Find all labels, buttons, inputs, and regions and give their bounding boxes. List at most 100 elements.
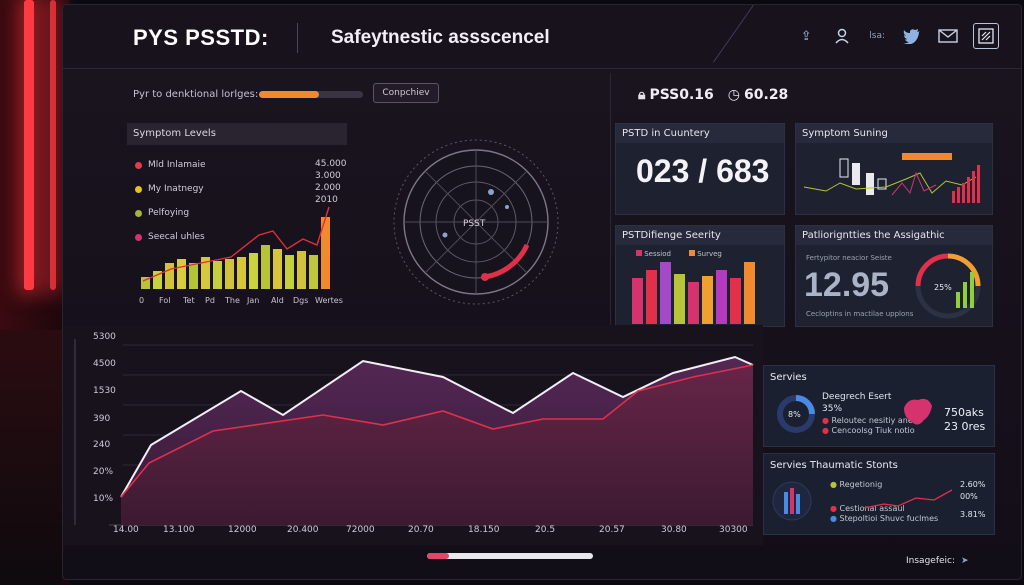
services-percent: 35% bbox=[822, 404, 843, 414]
legend-label: Seecal uhles bbox=[148, 232, 205, 242]
trauma-card[interactable]: Servies Thaumatic Stonts ● Regetionig ● … bbox=[763, 453, 995, 535]
legend-item: Sessiod bbox=[636, 250, 671, 258]
symptom-suning-card[interactable]: Symptom Suning bbox=[795, 123, 993, 215]
lock-icon: 🔒︎ bbox=[638, 87, 646, 103]
bullet-icon: ● bbox=[830, 514, 837, 523]
chart-bar bbox=[189, 263, 198, 289]
chart-candle bbox=[866, 173, 874, 195]
trend-line bbox=[891, 171, 937, 196]
symptom-bar-chart: 0 Fol Tet Pd The Jan Ald Dgs Wertes bbox=[139, 206, 343, 305]
x-tick: 20.5 bbox=[535, 525, 555, 535]
chart-bar bbox=[165, 263, 174, 289]
kpi-value: PSS0.16 bbox=[649, 87, 714, 103]
x-tick: 30.80 bbox=[661, 525, 687, 535]
chart-bar bbox=[744, 262, 755, 324]
severity-card[interactable]: PSTDifienge Seerity Sessiod Surveg bbox=[615, 225, 785, 327]
chart-bar bbox=[716, 270, 727, 324]
radar-marker bbox=[488, 189, 494, 195]
chart-bar bbox=[285, 255, 294, 289]
legend-value: 45.000 bbox=[315, 159, 347, 169]
radar-marker bbox=[481, 273, 489, 281]
x-tick: 12000 bbox=[228, 525, 257, 535]
legend-label: Mld Inlamaie bbox=[148, 160, 206, 170]
x-tick: 72000 bbox=[346, 525, 375, 535]
trauma-value: 3.81% bbox=[960, 510, 986, 519]
chart-candle bbox=[852, 163, 860, 185]
clock-icon: ◷ bbox=[727, 87, 741, 103]
series-line bbox=[120, 364, 754, 498]
card-title: PSTDifienge Seerity bbox=[616, 226, 784, 245]
neon-light bbox=[24, 0, 34, 290]
twitter-icon[interactable] bbox=[901, 25, 923, 47]
services-card[interactable]: Servies 8% Deegrech Esert 35% ● Reloutec… bbox=[763, 365, 995, 447]
progress-fill bbox=[259, 91, 320, 98]
pathology-value: 12.95 bbox=[804, 266, 890, 304]
footer: Insagefeic: ➤ bbox=[906, 556, 969, 566]
trauma-value: 00% bbox=[960, 492, 978, 501]
legend-value: 3.000 bbox=[315, 171, 341, 181]
page-subtitle: Safeytnestic assscencel bbox=[331, 27, 550, 48]
chart-bar bbox=[790, 488, 794, 514]
main-area-chart: 5300 4500 1530 390 240 20% 10% 14.00 13.… bbox=[63, 325, 763, 545]
area-series bbox=[121, 365, 753, 525]
pathology-card[interactable]: Patliorigntties the Assigathic Fertypito… bbox=[795, 225, 993, 327]
trauma-line: ● Regetionig bbox=[830, 480, 882, 489]
radar-ring bbox=[393, 139, 559, 305]
user-icon[interactable] bbox=[831, 25, 853, 47]
legend-item: Pelfoying bbox=[135, 208, 189, 218]
chart-bar bbox=[321, 217, 330, 289]
divider-line bbox=[712, 5, 754, 63]
chart-bar bbox=[141, 277, 150, 289]
progress-label: Pyr to denktional lorlges: bbox=[133, 89, 259, 100]
text-box[interactable]: lsa: bbox=[869, 31, 885, 41]
ambient-glow bbox=[0, 330, 62, 585]
chart-bar bbox=[972, 171, 975, 203]
x-tick: Dgs bbox=[293, 296, 308, 305]
services-line: ● Cencoolsg Tiuk notio bbox=[822, 426, 915, 435]
chart-bar bbox=[261, 245, 270, 289]
trauma-line: ● Cestional assaul bbox=[830, 504, 905, 513]
bullet-icon: ● bbox=[822, 416, 829, 425]
x-tick: 30300 bbox=[719, 525, 748, 535]
scrollbar-thumb[interactable] bbox=[427, 553, 449, 559]
gauge-chart: 25% bbox=[915, 253, 981, 319]
chart-bar bbox=[646, 270, 657, 324]
gauge-arc bbox=[915, 253, 949, 287]
x-tick: Wertes bbox=[315, 296, 343, 305]
legend-label: My Inatnegy bbox=[148, 184, 204, 194]
y-tick: 390 bbox=[93, 414, 110, 424]
chart-bar bbox=[956, 292, 960, 308]
chart-bar bbox=[977, 165, 980, 203]
mail-icon[interactable] bbox=[937, 25, 959, 47]
x-tick: Tet bbox=[182, 296, 195, 305]
bullet-icon: ● bbox=[830, 480, 837, 489]
chart-bar bbox=[153, 271, 162, 289]
toolbar-icons: ⇪ lsa: bbox=[795, 23, 999, 49]
chart-bar bbox=[702, 276, 713, 324]
severity-bar-chart bbox=[632, 262, 755, 324]
top-bar: PYS PSSTD: Safeytnestic assscencel ⇪ lsa… bbox=[63, 5, 1021, 69]
compare-button[interactable]: Conpchiev bbox=[373, 83, 439, 103]
severity-legend: Sessiod Surveg bbox=[636, 250, 722, 258]
x-tick: Pd bbox=[205, 296, 215, 305]
card-title: Patliorigntties the Assigathic bbox=[796, 226, 992, 245]
trauma-label: Cestional assaul bbox=[839, 504, 905, 513]
column-divider bbox=[610, 73, 611, 331]
horizontal-scrollbar[interactable] bbox=[427, 553, 593, 559]
radial-scope: PSST bbox=[393, 139, 559, 305]
donut-segment bbox=[795, 395, 815, 415]
card-title: Servies Thaumatic Stonts bbox=[770, 460, 898, 471]
arrow-icon[interactable]: ➤ bbox=[961, 556, 969, 566]
gauge-arc bbox=[947, 253, 981, 287]
y-tick: 10% bbox=[93, 494, 113, 504]
country-card[interactable]: PSTD in Cuuntery 023 / 683 bbox=[615, 123, 785, 215]
card-title: PSTD in Cuuntery bbox=[616, 124, 784, 143]
trauma-label: Regetionig bbox=[839, 480, 883, 489]
x-tick: 20.70 bbox=[408, 525, 434, 535]
services-stat: 750aks bbox=[944, 406, 984, 419]
chart-bar bbox=[201, 257, 210, 289]
legend-dot bbox=[135, 161, 142, 169]
upload-icon[interactable]: ⇪ bbox=[800, 28, 812, 44]
window-icon[interactable] bbox=[973, 23, 999, 49]
pathology-caption: Cecloptins in mactilae upplons bbox=[806, 310, 914, 318]
